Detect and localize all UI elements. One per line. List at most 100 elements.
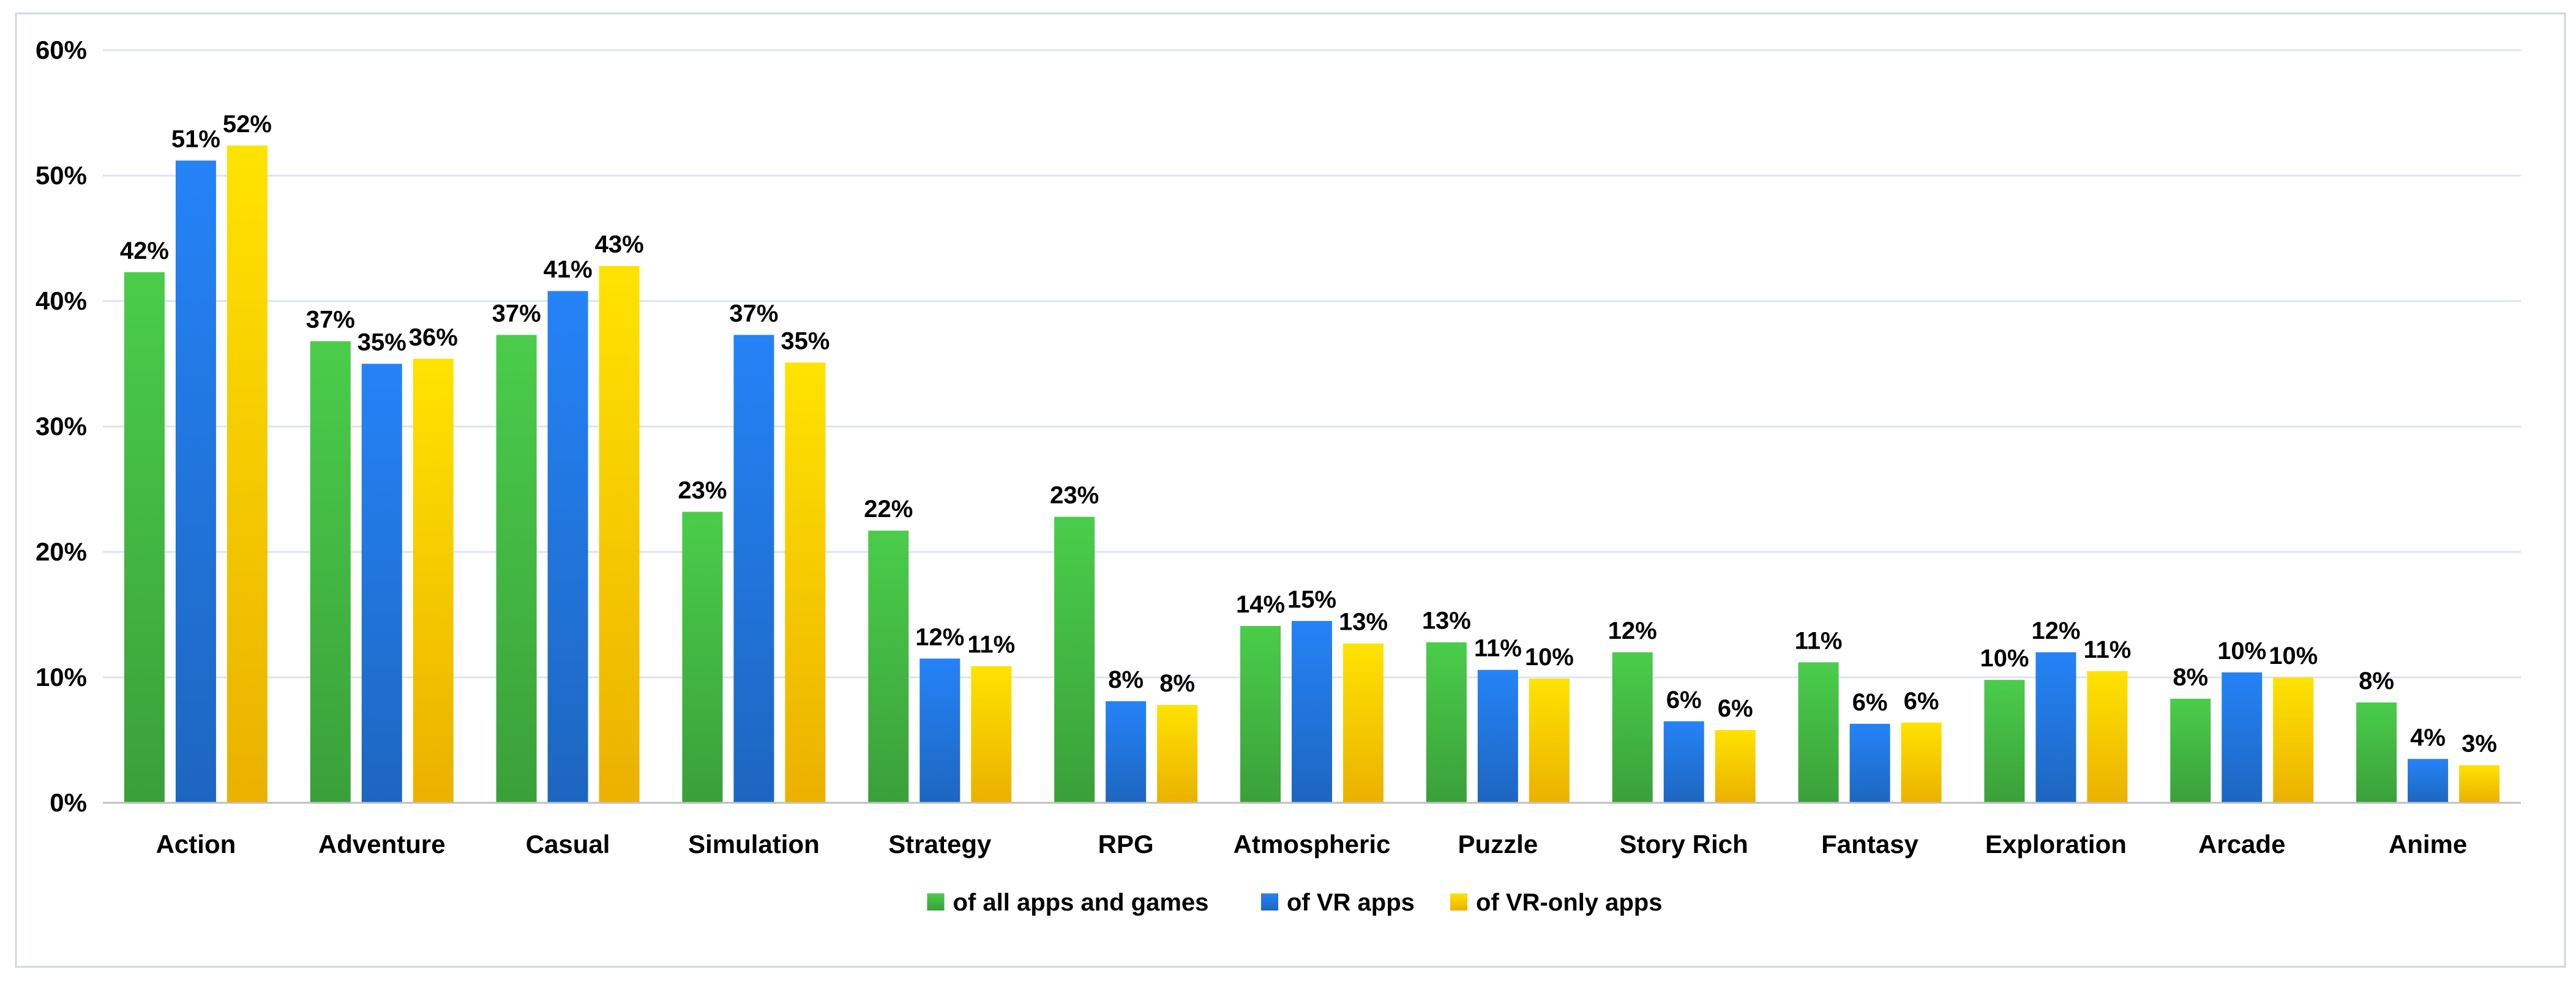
data-label: 37% <box>492 300 541 327</box>
y-tick-label: 50% <box>36 161 87 190</box>
data-label: 8% <box>1159 670 1195 697</box>
data-label: 11% <box>1474 635 1522 662</box>
bar-atmospheric-of-all-apps-and-games <box>1240 625 1281 803</box>
data-label: 36% <box>409 324 458 351</box>
x-tick-label-atmospheric: Atmospheric <box>1234 830 1391 859</box>
legend-item-of-vr-apps: of VR apps <box>1261 889 1415 916</box>
bar-simulation-of-vr-only-apps <box>785 362 826 803</box>
y-axis-ticks: 0% 10% 20% 30% 40% 50% 60% <box>36 35 87 817</box>
bar-story-rich-of-all-apps-and-games <box>1612 652 1653 803</box>
bar-action-of-all-apps-and-games <box>124 272 165 803</box>
data-label: 15% <box>1287 586 1336 613</box>
data-labels: 42%51%52%37%35% 36%37%41%43%23%37%35%22%1… <box>120 111 2497 758</box>
bar-exploration-of-all-apps-and-games <box>1984 680 2025 803</box>
bar-arcade-of-vr-only-apps <box>2273 677 2314 803</box>
data-label: 11% <box>967 631 1015 658</box>
data-label: 35% <box>358 329 406 356</box>
bar-fantasy-of-all-apps-and-games <box>1798 662 1839 803</box>
bar-anime-of-all-apps-and-games <box>2356 702 2397 803</box>
x-tick-label-exploration: Exploration <box>1985 830 2127 859</box>
bar-rpg-of-vr-apps <box>1106 701 1147 803</box>
data-label: 13% <box>1339 609 1388 636</box>
x-tick-label-action: Action <box>156 830 236 859</box>
bar-simulation-of-vr-apps <box>733 335 774 803</box>
data-label: 6% <box>1666 687 1702 713</box>
data-label: 6% <box>1852 689 1888 716</box>
bar-fantasy-of-vr-apps <box>1849 723 1890 803</box>
data-label: 8% <box>2359 668 2394 695</box>
y-tick-label: 60% <box>36 35 87 64</box>
data-label: 41% <box>544 256 593 283</box>
legend-swatch <box>927 893 945 911</box>
x-axis-ticks: Action Adventure Casual Simulation Strategy R… <box>156 830 2468 859</box>
data-label: 4% <box>2410 724 2446 751</box>
bar-action-of-vr-only-apps <box>227 145 268 803</box>
bar-anime-of-vr-apps <box>2408 759 2449 803</box>
data-label: 23% <box>678 477 727 504</box>
bar-simulation-of-all-apps-and-games <box>682 512 723 803</box>
data-label: 51% <box>171 125 220 152</box>
bar-fantasy-of-vr-only-apps <box>1901 722 1942 803</box>
legend-item-of-vr-only-apps: of VR-only apps <box>1450 889 1662 916</box>
data-label: 10% <box>2217 638 2266 665</box>
data-label: 37% <box>729 300 778 327</box>
legend-label: of all apps and games <box>953 889 1209 916</box>
data-label: 8% <box>2173 664 2208 691</box>
data-label: 52% <box>223 111 272 138</box>
x-tick-label-strategy: Strategy <box>888 830 992 859</box>
data-label: 6% <box>1904 688 1939 715</box>
x-tick-label-adventure: Adventure <box>318 830 446 859</box>
legend-swatch <box>1261 893 1278 911</box>
data-label: 42% <box>120 237 169 264</box>
bar-adventure-of-all-apps-and-games <box>310 341 351 803</box>
data-label: 13% <box>1422 608 1471 635</box>
bar-exploration-of-vr-apps <box>2035 652 2076 803</box>
data-label: 22% <box>864 496 913 523</box>
bar-rpg-of-all-apps-and-games <box>1054 516 1095 803</box>
x-tick-label-simulation: Simulation <box>688 830 820 859</box>
x-tick-label-fantasy: Fantasy <box>1821 830 1919 859</box>
bar-atmospheric-of-vr-apps <box>1292 620 1332 803</box>
bar-puzzle-of-all-apps-and-games <box>1426 642 1467 803</box>
bar-arcade-of-all-apps-and-games <box>2170 698 2211 803</box>
data-label: 35% <box>781 327 829 354</box>
y-tick-label: 30% <box>36 412 87 441</box>
bar-atmospheric-of-vr-only-apps <box>1343 643 1383 803</box>
data-label: 37% <box>306 307 355 333</box>
bar-puzzle-of-vr-only-apps <box>1529 679 1570 803</box>
data-label: 11% <box>2083 636 2131 663</box>
data-label: 23% <box>1050 482 1099 509</box>
bars <box>124 145 2500 803</box>
data-label: 10% <box>2269 642 2318 669</box>
x-tick-label-anime: Anime <box>2389 830 2467 859</box>
bar-casual-of-vr-apps <box>547 291 588 803</box>
x-tick-label-arcade: Arcade <box>2198 830 2285 859</box>
bar-adventure-of-vr-only-apps <box>413 359 454 803</box>
bar-arcade-of-vr-apps <box>2222 672 2263 803</box>
bar-exploration-of-vr-only-apps <box>2087 671 2128 803</box>
bar-casual-of-all-apps-and-games <box>496 335 537 803</box>
data-label: 6% <box>1718 695 1753 722</box>
bar-strategy-of-vr-only-apps <box>971 666 1012 803</box>
bar-action-of-vr-apps <box>175 160 216 803</box>
x-tick-label-story-rich: Story Rich <box>1620 830 1748 859</box>
legend-label: of VR-only apps <box>1476 889 1662 916</box>
legend-item-of-all-apps-and-games: of all apps and games <box>927 889 1209 916</box>
y-tick-label: 20% <box>36 537 87 566</box>
x-tick-label-casual: Casual <box>526 830 610 859</box>
data-label: 12% <box>1608 617 1657 644</box>
legend-swatch <box>1450 893 1467 911</box>
x-tick-label-rpg: RPG <box>1098 830 1154 859</box>
y-tick-label: 10% <box>36 663 87 691</box>
bar-adventure-of-vr-apps <box>361 363 402 803</box>
data-label: 14% <box>1236 591 1285 618</box>
bar-puzzle-of-vr-apps <box>1477 669 1518 803</box>
y-tick-label: 40% <box>36 286 87 315</box>
bar-casual-of-vr-only-apps <box>599 266 640 803</box>
bar-anime-of-vr-only-apps <box>2459 765 2500 803</box>
bar-rpg-of-vr-only-apps <box>1157 705 1198 803</box>
data-label: 43% <box>595 231 644 258</box>
data-label: 12% <box>2031 617 2080 644</box>
data-label: 11% <box>1795 627 1843 654</box>
